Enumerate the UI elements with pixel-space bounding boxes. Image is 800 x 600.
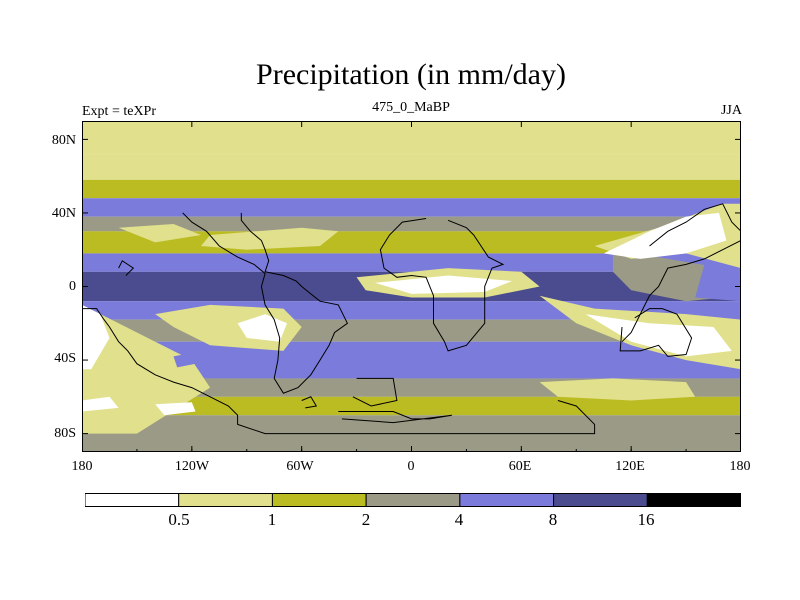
season-label: JJA	[720, 103, 742, 118]
precip-band	[82, 179, 741, 199]
colorbar	[85, 493, 741, 507]
precip-region	[82, 304, 110, 370]
coastline	[118, 260, 135, 276]
x-tick-label: 0	[407, 459, 415, 474]
coastline	[301, 396, 318, 409]
colorbar-swatch	[459, 493, 555, 507]
colorbar-label: 8	[548, 510, 558, 529]
coastline	[619, 308, 693, 357]
coastline	[379, 218, 505, 352]
time-label: 475_0_MaBP	[372, 100, 450, 115]
x-tick-label: 60E	[508, 459, 532, 474]
colorbar-swatch	[553, 493, 648, 507]
precip-band	[82, 396, 741, 416]
precip-region	[118, 224, 201, 243]
colorbar-swatch	[365, 493, 461, 507]
precip-region	[201, 227, 339, 250]
colorbar-swatch	[271, 493, 367, 507]
colorbar-label: 16	[637, 510, 655, 529]
y-tick-label: 40S	[54, 351, 76, 366]
precip-band	[82, 198, 741, 217]
colorbar-label: 2	[361, 510, 371, 529]
coastline	[352, 377, 398, 407]
colorbar-label: 0.5	[168, 510, 190, 529]
x-tick-label: 60W	[286, 459, 314, 474]
coastline	[82, 308, 596, 435]
x-tick-label: 180	[729, 459, 751, 474]
chart-title: Precipitation (in mm/day)	[256, 58, 566, 91]
precip-region	[155, 402, 196, 416]
precip-region	[695, 264, 741, 302]
y-tick-label: 0	[69, 279, 76, 294]
precip-region	[374, 275, 513, 294]
y-tick-label: 80N	[51, 133, 76, 148]
coastline	[182, 212, 349, 394]
colorbar-swatch	[646, 493, 741, 507]
precip-region	[82, 396, 119, 412]
precip-region	[503, 352, 525, 368]
precip-band	[82, 154, 741, 180]
precip-band	[82, 253, 741, 272]
colorbar-swatch	[178, 493, 273, 507]
coastline	[338, 411, 452, 424]
x-tick-label: 180	[71, 459, 93, 474]
x-tick-label: 120E	[615, 459, 645, 474]
precip-region	[603, 212, 727, 259]
x-tick-label: 120W	[174, 459, 210, 474]
precipitation-map	[82, 121, 741, 452]
precip-region	[585, 314, 732, 357]
coastline	[621, 203, 741, 343]
colorbar-swatch	[85, 493, 180, 507]
y-tick-label: 80S	[54, 426, 76, 441]
colorbar-label: 4	[454, 510, 464, 529]
colorbar-label: 1	[267, 510, 277, 529]
y-tick-label: 40N	[51, 206, 76, 221]
precip-region	[539, 378, 696, 401]
experiment-label: Expt = teXPr	[82, 104, 156, 119]
precip-region	[173, 352, 196, 368]
